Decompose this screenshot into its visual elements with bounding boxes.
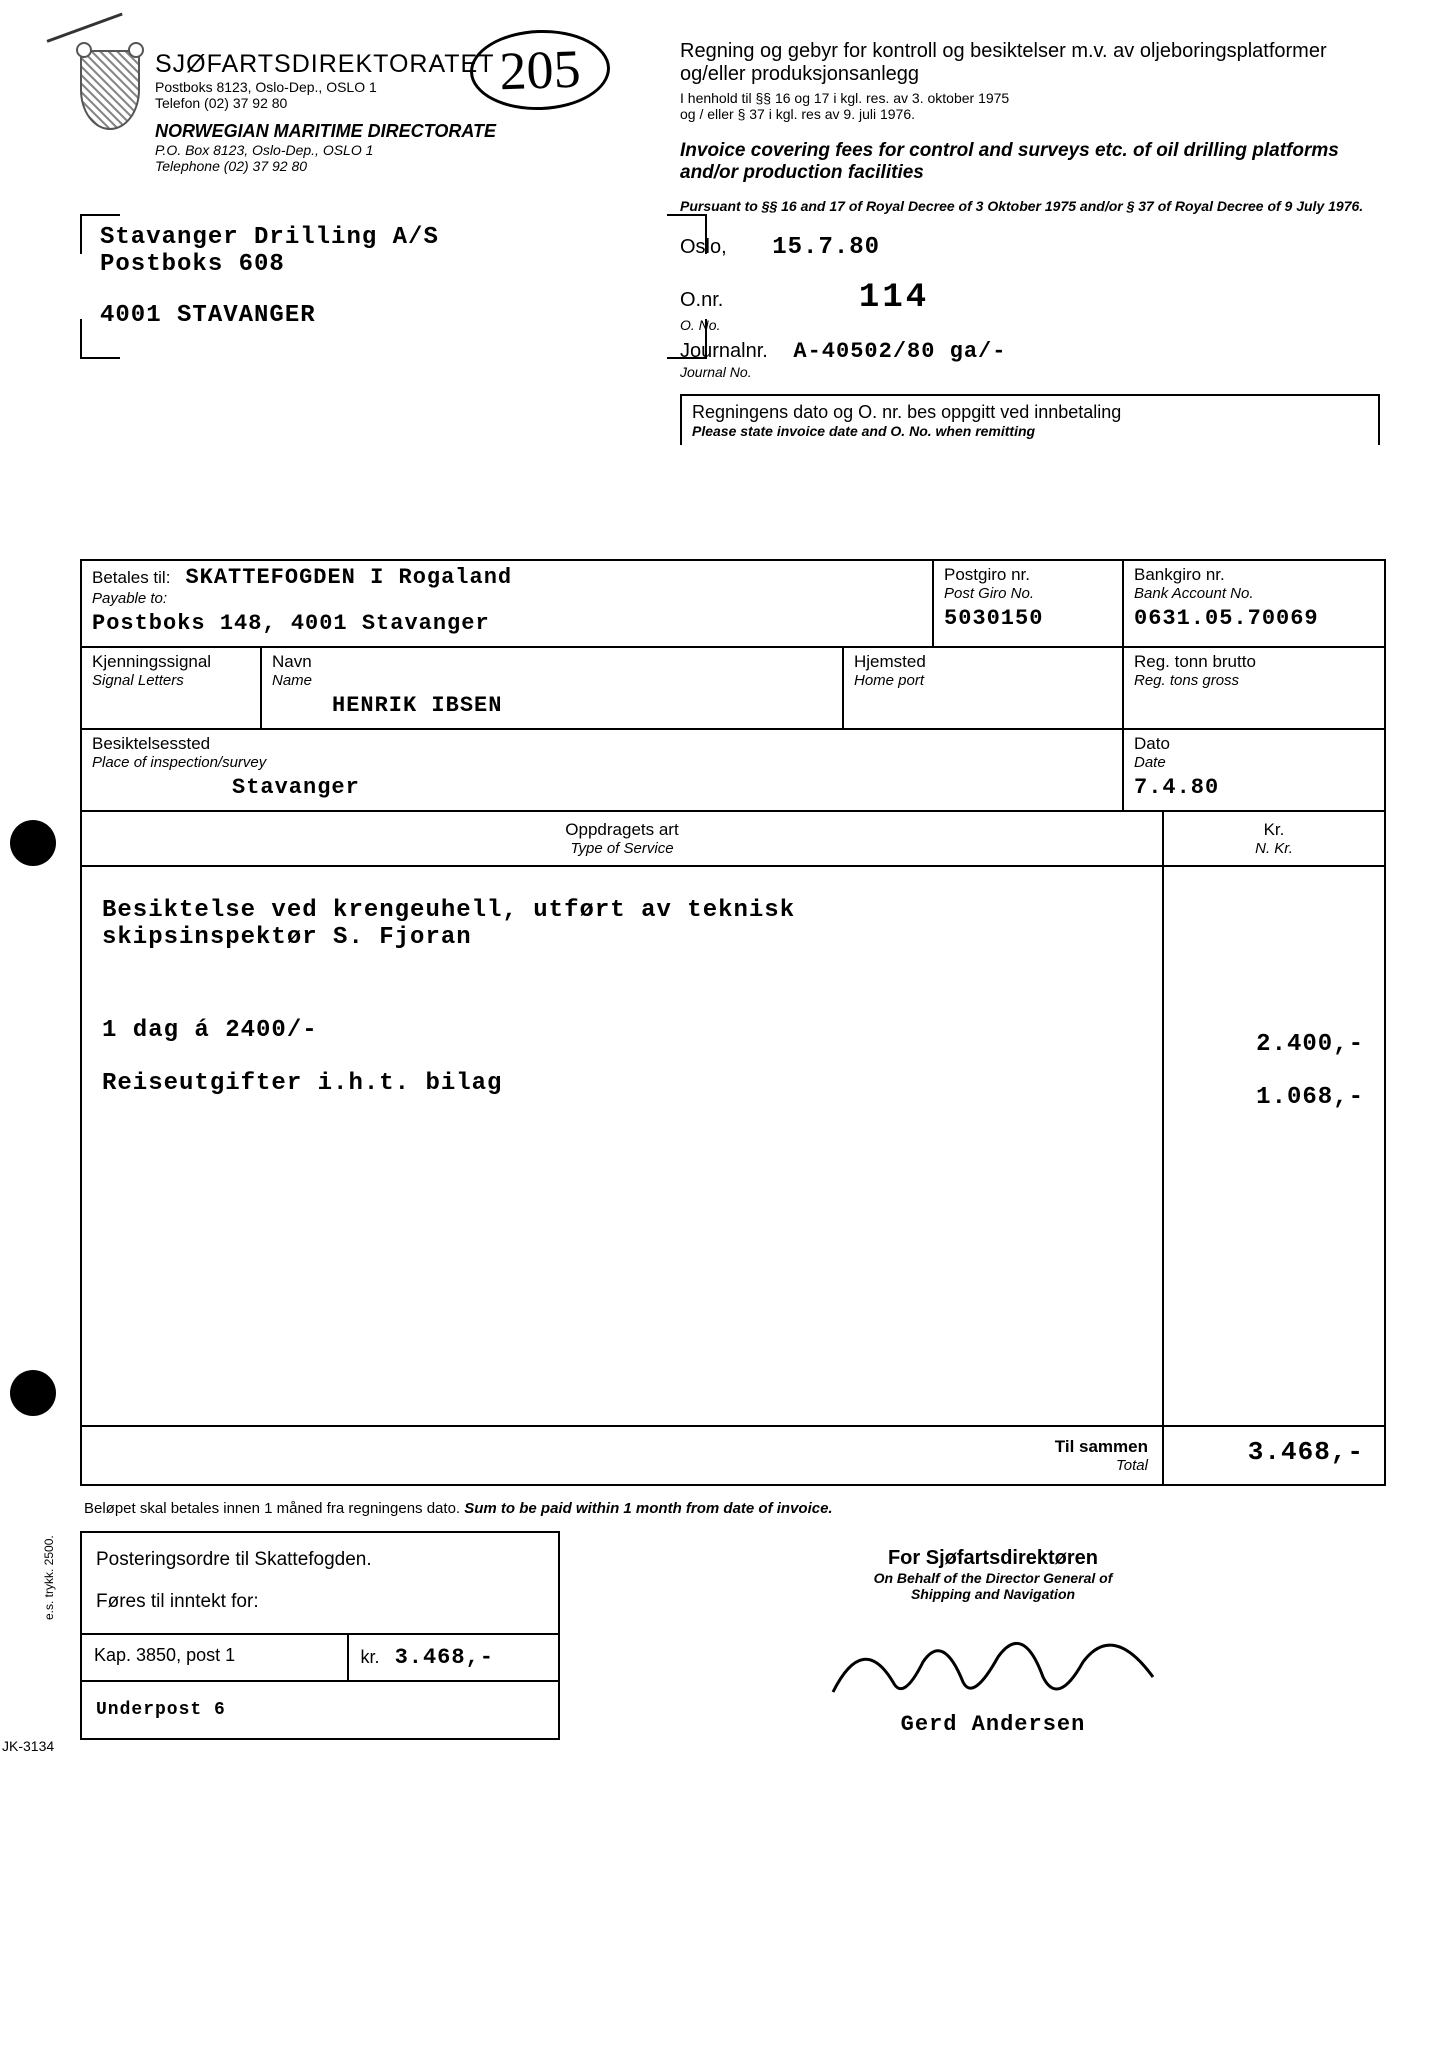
svc-type-en: Type of Service — [90, 840, 1154, 857]
idate-label-no: Dato — [1134, 734, 1374, 754]
underpost: Underpost 6 — [82, 1682, 558, 1738]
total-label-en: Total — [96, 1457, 1148, 1474]
invoice-date: 15.7.80 — [772, 234, 880, 261]
postgiro-label-no: Postgiro nr. — [944, 565, 1112, 585]
total-label-no: Til sammen — [96, 1437, 1148, 1457]
sub-no-2: og / eller § 37 i kgl. res av 9. juli 19… — [680, 106, 1380, 122]
recipient-line1: Stavanger Drilling A/S — [100, 224, 687, 251]
org-name-en: NORWEGIAN MARITIME DIRECTORATE — [155, 121, 496, 142]
signal-label-en: Signal Letters — [92, 672, 250, 689]
reg-label-no: Reg. tonn brutto — [1134, 652, 1374, 672]
onr-value: 114 — [859, 279, 929, 317]
sign-title-no: For Sjøfartsdirektøren — [600, 1547, 1386, 1570]
journal-label-no: Journalnr. — [680, 340, 768, 362]
signature-icon — [823, 1622, 1163, 1712]
footer-note-no: Beløpet skal betales innen 1 måned fra r… — [84, 1500, 460, 1517]
signal-label-no: Kjenningssignal — [92, 652, 250, 672]
vname-label-no: Navn — [272, 652, 832, 672]
svc-type-no: Oppdragets art — [90, 820, 1154, 840]
date-label: Oslo, — [680, 236, 727, 258]
place-label-en: Place of inspection/survey — [92, 754, 1112, 771]
punch-hole — [10, 1370, 56, 1416]
vessel-name: HENRIK IBSEN — [332, 693, 832, 718]
sub-no-1: I henhold til §§ 16 og 17 i kgl. res. av… — [680, 90, 1380, 106]
post-title: Posteringsordre til Skattefogden. — [96, 1549, 544, 1571]
coat-of-arms-icon — [80, 50, 140, 130]
punch-hole — [10, 820, 56, 866]
journal-value: A-40502/80 ga/- — [793, 339, 1006, 364]
vname-label-en: Name — [272, 672, 832, 689]
title-no: Regning og gebyr for kontroll og besikte… — [680, 40, 1380, 86]
payable-label-en: Payable to: — [92, 590, 922, 607]
title-en: Invoice covering fees for control and su… — [680, 140, 1380, 184]
home-label-no: Hjemsted — [854, 652, 1112, 672]
remit-en: Please state invoice date and O. No. whe… — [692, 423, 1368, 439]
kap-value: 3.468,- — [395, 1645, 494, 1670]
kap-label: Kap. 3850, post 1 — [82, 1635, 349, 1680]
posting-order-box: Posteringsordre til Skattefogden. Føres … — [80, 1531, 560, 1740]
payable-name: SKATTEFOGDEN I Rogaland — [185, 565, 512, 590]
recipient-line2: Postboks 608 — [100, 251, 687, 278]
post-sub: Føres til inntekt for: — [96, 1591, 544, 1613]
home-label-en: Home port — [854, 672, 1112, 689]
bank-label-en: Bank Account No. — [1134, 585, 1374, 602]
service-amt1: 2.400,- — [1184, 1031, 1364, 1058]
invoice-table: Betales til: SKATTEFOGDEN I Rogaland Pay… — [80, 559, 1386, 1486]
onr-label-en: O. No. — [680, 317, 1380, 333]
sign-title-en1: On Behalf of the Director General of — [600, 1570, 1386, 1586]
remit-no: Regningens dato og O. nr. bes oppgitt ve… — [692, 402, 1368, 423]
reg-label-en: Reg. tons gross — [1134, 672, 1374, 689]
service-line1: 1 dag á 2400/- — [102, 1017, 1142, 1044]
postgiro-value: 5030150 — [944, 606, 1112, 631]
kap-kr-label: kr. — [361, 1647, 380, 1667]
org-addr-en2: Telephone (02) 37 92 80 — [155, 158, 496, 174]
place-label-no: Besiktelsessted — [92, 734, 1112, 754]
org-addr-no2: Telefon (02) 37 92 80 — [155, 95, 496, 111]
sign-title-en2: Shipping and Navigation — [600, 1586, 1386, 1602]
place-value: Stavanger — [232, 775, 1112, 800]
svc-amt-no: Kr. — [1172, 820, 1376, 840]
service-desc: Besiktelse ved krengeuhell, utført av te… — [102, 897, 802, 951]
total-value: 3.468,- — [1164, 1427, 1384, 1484]
recipient-address: Stavanger Drilling A/S Postboks 608 4001… — [80, 214, 707, 359]
postgiro-label-en: Post Giro No. — [944, 585, 1112, 602]
print-code-side: e.s. trykk. 2500. — [42, 1535, 56, 1620]
onr-label-no: O.nr. — [680, 289, 723, 311]
payable-addr: Postboks 148, 4001 Stavanger — [92, 611, 922, 636]
bank-value: 0631.05.70069 — [1134, 606, 1374, 631]
bank-label-no: Bankgiro nr. — [1134, 565, 1374, 585]
org-name-no: SJØFARTSDIREKTORATET — [155, 50, 496, 79]
form-code: JK-3134 — [2, 1738, 54, 1754]
org-addr-en1: P.O. Box 8123, Oslo-Dep., OSLO 1 — [155, 142, 496, 158]
service-amt2: 1.068,- — [1184, 1084, 1364, 1111]
journal-label-en: Journal No. — [680, 364, 1380, 380]
signature-name: Gerd Andersen — [600, 1712, 1386, 1737]
org-addr-no1: Postboks 8123, Oslo-Dep., OSLO 1 — [155, 79, 496, 95]
idate-label-en: Date — [1134, 754, 1374, 771]
payable-label-no: Betales til: — [92, 568, 170, 587]
idate-value: 7.4.80 — [1134, 775, 1374, 800]
footer-note-en: Sum to be paid within 1 month from date … — [464, 1500, 832, 1517]
service-line2: Reiseutgifter i.h.t. bilag — [102, 1070, 1142, 1097]
recipient-line3: 4001 STAVANGER — [100, 302, 687, 329]
sub-en: Pursuant to §§ 16 and 17 of Royal Decree… — [680, 198, 1380, 214]
svc-amt-en: N. Kr. — [1172, 840, 1376, 857]
